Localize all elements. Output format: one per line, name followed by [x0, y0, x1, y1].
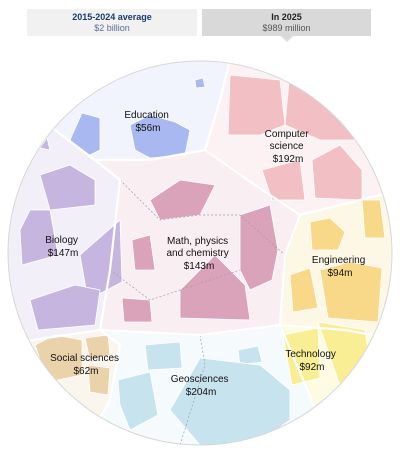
toggle-2025-title: In 2025: [271, 12, 302, 22]
subitem-cs-1: [227, 74, 286, 136]
label-geosciences: Geosciences $204m: [171, 374, 232, 398]
subitem-bio-2: [19, 209, 59, 266]
subitem-bio-4: [29, 284, 101, 331]
subitem-shapes: [19, 69, 386, 445]
label-cs-line-1: Computer: [265, 129, 310, 140]
subitem-eng-1: [309, 217, 346, 251]
label-education-line-2: $56m: [135, 123, 160, 134]
subitem-bio-3: [79, 219, 123, 301]
label-math-line-1: Math, physics: [167, 236, 228, 247]
subitem-math-4: [179, 254, 251, 321]
label-tech-line-1: Technology: [285, 349, 336, 360]
label-eng-line-1: Engineering: [312, 255, 365, 266]
subitem-bio-5: [39, 137, 51, 151]
label-technology: Technology $92m: [285, 349, 338, 373]
label-eng-line-2: $94m: [327, 268, 352, 279]
subitem-geo-2: [237, 345, 263, 366]
subitem-math-1: [149, 179, 216, 221]
toggle-2025-value: $989 million: [262, 23, 311, 33]
region-bg-math: [95, 150, 300, 335]
label-tech-line-2: $92m: [299, 362, 324, 373]
label-math-line-3: $143m: [184, 261, 215, 272]
subitem-soc-3: [87, 364, 111, 396]
label-math: Math, physics and chemistry $143m: [166, 236, 231, 272]
subitem-eng-2: [361, 199, 386, 239]
subitem-math-3: [239, 204, 279, 291]
toggle-2025-button[interactable]: In 2025 $989 million: [202, 9, 371, 42]
subitem-cs-4: [311, 144, 363, 201]
label-soc-line-1: Social sciences: [50, 353, 119, 364]
label-soc-line-2: $62m: [73, 366, 98, 377]
subitem-soc-2: [84, 334, 111, 361]
subitem-geo-3: [117, 371, 159, 431]
label-social-sciences: Social sciences $62m: [50, 353, 122, 377]
subitem-eng-3: [289, 267, 319, 313]
label-engineering: Engineering $94m: [312, 255, 368, 279]
subitem-geo-4: [169, 357, 291, 445]
subitem-tech-1: [282, 327, 321, 386]
toggle-average-value: $2 billion: [94, 23, 130, 33]
subitem-geo-1: [144, 341, 183, 371]
label-geo-line-2: $204m: [186, 387, 217, 398]
subitem-education-2: [129, 114, 191, 159]
label-computer-science: Computer science $192m: [265, 129, 312, 165]
subitem-math-2: [131, 234, 156, 271]
label-biology-line-1: Biology: [45, 235, 78, 246]
subitem-math-5: [121, 297, 153, 323]
label-education: Education $56m: [124, 110, 171, 134]
label-biology-line-2: $147m: [48, 248, 79, 259]
label-geo-line-1: Geosciences: [171, 374, 229, 385]
subitem-cs-3: [261, 159, 306, 201]
label-cs-line-3: $192m: [273, 154, 304, 165]
subitem-bio-1: [39, 164, 96, 211]
label-education-line-1: Education: [124, 110, 168, 121]
chart-labels: Education $56m Computer science $192m Bi…: [45, 110, 368, 398]
label-cs-line-2: science: [270, 141, 304, 152]
subitem-eng-4: [319, 261, 383, 323]
subitem-education-3: [194, 77, 206, 89]
toggle-average-button[interactable]: 2015-2024 average $2 billion: [27, 9, 197, 36]
label-biology: Biology $147m: [45, 235, 81, 259]
label-math-line-2: and chemistry: [166, 248, 228, 259]
toggle-average-title: 2015-2024 average: [72, 12, 152, 22]
outer-circle: [7, 60, 393, 446]
